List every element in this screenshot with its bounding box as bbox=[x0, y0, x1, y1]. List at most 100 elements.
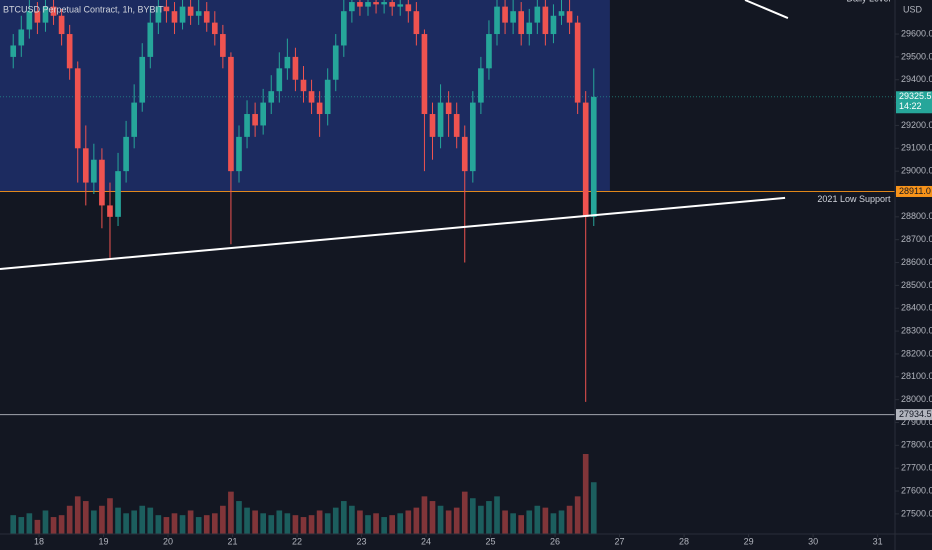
volume-bar bbox=[308, 515, 315, 534]
candle-body bbox=[494, 6, 500, 35]
y-tick-label: 28200.0 bbox=[901, 348, 932, 358]
x-tick-label: 31 bbox=[873, 536, 883, 546]
price-tag-sublabel: 14:22 bbox=[899, 101, 922, 111]
volume-bar bbox=[534, 505, 541, 534]
x-tick-label: 22 bbox=[292, 536, 302, 546]
volume-bar bbox=[228, 491, 234, 534]
volume-bar bbox=[276, 510, 283, 534]
candle-body bbox=[74, 68, 81, 149]
price-tag bbox=[896, 91, 932, 114]
candle-body bbox=[163, 6, 170, 12]
volume-bar bbox=[163, 517, 170, 534]
volume-bar bbox=[397, 513, 404, 534]
annotation: 2021 Low Support bbox=[817, 194, 891, 204]
x-tick-label: 23 bbox=[357, 536, 367, 546]
candle-body bbox=[373, 2, 379, 5]
volume-bar bbox=[34, 519, 41, 534]
candle-body bbox=[91, 159, 97, 183]
y-tick-label: 29600.0 bbox=[901, 28, 932, 38]
candle-body bbox=[461, 136, 468, 172]
volume-bar bbox=[518, 515, 525, 534]
volume-bar bbox=[10, 515, 17, 534]
price-tag bbox=[896, 185, 932, 197]
candle-body bbox=[582, 102, 589, 217]
y-tick-label: 29200.0 bbox=[901, 120, 932, 130]
volume-bar bbox=[171, 513, 178, 534]
volume-bar bbox=[268, 515, 275, 534]
volume-bar bbox=[445, 510, 452, 534]
candle-body bbox=[99, 159, 105, 206]
volume-bar bbox=[203, 515, 210, 534]
volume-bar bbox=[421, 496, 428, 534]
x-tick-label: 25 bbox=[486, 536, 496, 546]
x-tick-label: 20 bbox=[163, 536, 173, 546]
candle-body bbox=[397, 4, 404, 7]
candle-body bbox=[534, 6, 541, 23]
candle-body bbox=[453, 114, 460, 137]
volume-bar bbox=[340, 501, 347, 534]
price-tag bbox=[896, 409, 932, 421]
volume-bar bbox=[18, 517, 25, 534]
y-tick-label: 28800.0 bbox=[901, 211, 932, 221]
volume-bar bbox=[316, 510, 323, 534]
trendline bbox=[0, 196, 786, 270]
chart-title: BTCUSD Perpetual Contract, 1h, BYBIT bbox=[3, 4, 164, 14]
axes: 27500.0 27600.0 27700.0 27800.0 27900.0 28000… bbox=[34, 28, 932, 546]
candle-body bbox=[389, 2, 396, 7]
candle-body bbox=[187, 6, 194, 16]
candle-body bbox=[18, 29, 25, 46]
candle-body bbox=[107, 205, 113, 217]
y-tick-label: 28500.0 bbox=[901, 280, 932, 290]
y-tick-label: 27700.0 bbox=[901, 463, 932, 473]
volume-bar bbox=[542, 507, 549, 534]
x-tick-label: 21 bbox=[228, 536, 238, 546]
candle-body bbox=[10, 45, 17, 57]
volume-bar bbox=[510, 513, 516, 534]
candle-body bbox=[82, 148, 89, 183]
y-tick-label: 27600.0 bbox=[901, 485, 932, 495]
volume-bar bbox=[574, 496, 581, 534]
volume-bar bbox=[195, 517, 202, 534]
volume-bar bbox=[526, 510, 533, 534]
volume-bar bbox=[373, 513, 379, 534]
volume-bar bbox=[123, 513, 129, 534]
volume-bar bbox=[147, 507, 154, 534]
volume-bar bbox=[82, 501, 89, 534]
volume-bar bbox=[502, 510, 508, 534]
candle-body bbox=[58, 15, 65, 35]
candle-body bbox=[292, 56, 299, 80]
candle-body bbox=[244, 114, 250, 137]
candle-body bbox=[421, 34, 428, 115]
volume-bar bbox=[187, 510, 194, 534]
volume-bar bbox=[139, 505, 146, 534]
candle-body bbox=[332, 45, 339, 80]
candle-body bbox=[42, 6, 49, 23]
candle-body bbox=[510, 11, 516, 23]
price-tag-label: 29325.5 bbox=[899, 91, 932, 101]
volume-bar bbox=[284, 513, 291, 534]
candle-body bbox=[220, 34, 226, 57]
x-tick-label: 19 bbox=[99, 536, 109, 546]
volume-bar bbox=[389, 515, 396, 534]
x-tick-label: 28 bbox=[679, 536, 689, 546]
candle-body bbox=[284, 56, 291, 69]
y-tick-label: 27800.0 bbox=[901, 440, 932, 450]
y-unit: USD bbox=[903, 4, 923, 14]
candle-body bbox=[50, 6, 57, 16]
y-tick-label: 28700.0 bbox=[901, 234, 932, 244]
candle-body bbox=[268, 91, 275, 103]
volume-bar bbox=[58, 515, 65, 534]
annotation: Daily Level bbox=[846, 0, 890, 4]
candle-body bbox=[228, 56, 234, 172]
volume-bar bbox=[252, 510, 258, 534]
volume-bar bbox=[494, 496, 500, 534]
volume-bar bbox=[179, 515, 186, 534]
volume-bar bbox=[413, 507, 420, 534]
volume-bar bbox=[590, 482, 597, 534]
x-tick-label: 29 bbox=[744, 536, 754, 546]
candle-body bbox=[66, 34, 73, 69]
volume-bar bbox=[469, 498, 476, 534]
volume-bar bbox=[50, 517, 57, 534]
